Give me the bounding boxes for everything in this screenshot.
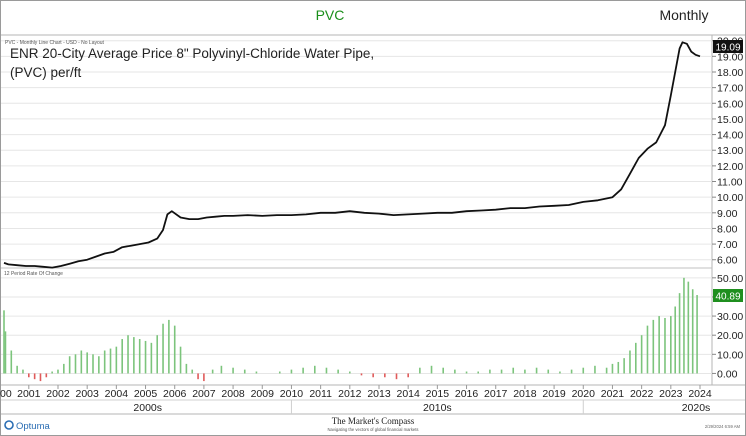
last-roc-badge-bg bbox=[713, 289, 743, 302]
optuma-brand: Optuma bbox=[16, 421, 51, 432]
price-tick-label: 10.00 bbox=[717, 192, 743, 204]
price-chart-title-line-1: ENR 20-City Average Price 8" Polyvinyl-C… bbox=[10, 46, 374, 61]
publisher-name: The Market's Compass bbox=[332, 416, 415, 426]
x-tick-label: 2014 bbox=[396, 388, 420, 400]
price-chart-title-line-2: (PVC) per/ft bbox=[10, 65, 82, 80]
x-tick-label: 2022 bbox=[630, 388, 654, 400]
roc-grid bbox=[1, 277, 712, 374]
optuma-logo: Optuma bbox=[4, 420, 51, 432]
x-tick-label: 2002 bbox=[46, 388, 70, 400]
price-series-line bbox=[3, 41, 701, 269]
price-tick-label: 15.00 bbox=[717, 114, 743, 126]
x-tick-label: 2006 bbox=[163, 388, 187, 400]
x-tick-label: 2010 bbox=[280, 388, 304, 400]
roc-tick-label: 50.00 bbox=[717, 273, 743, 285]
x-tick-label: 2005 bbox=[134, 388, 158, 400]
x-tick-label: 2021 bbox=[601, 388, 625, 400]
price-tick-label: 11.00 bbox=[717, 177, 743, 189]
decade-label: 2020s bbox=[682, 402, 711, 414]
x-tick-label: 2024 bbox=[688, 388, 712, 400]
x-tick-label: 2004 bbox=[105, 388, 129, 400]
decade-label: 2000s bbox=[133, 402, 162, 414]
price-y-axis: 6.00 7.00 8.00 9.00 10.00 11.00 12.00 13.00 14.0… bbox=[712, 36, 743, 267]
roc-title: 12 Period Rate Of Change bbox=[4, 271, 63, 277]
x-tick-label: 2012 bbox=[338, 388, 362, 400]
price-tick-label: 17.00 bbox=[717, 83, 743, 95]
decade-axis: 2000s 2010s 2020s bbox=[133, 400, 710, 414]
chart-descriptor: PVC - Monthly Line Chart - USD - No Layo… bbox=[5, 40, 105, 46]
x-tick-label: 2020 bbox=[572, 388, 596, 400]
x-tick-label: 2018 bbox=[513, 388, 537, 400]
decade-label: 2010s bbox=[423, 402, 452, 414]
price-chart-title: ENR 20-City Average Price 8" Polyvinyl-C… bbox=[10, 46, 378, 80]
x-tick-label: 2007 bbox=[192, 388, 216, 400]
x-axis: 00 2001 2002 2003 2004 2005 2006 2007 2008 2009 20… bbox=[0, 385, 712, 400]
price-tick-label: 8.00 bbox=[717, 223, 738, 235]
x-tick-label: 2009 bbox=[251, 388, 275, 400]
price-tick-label: 9.00 bbox=[717, 208, 738, 220]
price-tick-label: 13.00 bbox=[717, 145, 743, 157]
price-tick-label: 12.00 bbox=[717, 161, 743, 173]
x-tick-label: 2008 bbox=[221, 388, 245, 400]
roc-tick-label: 30.00 bbox=[717, 311, 743, 323]
x-tick-label: 2011 bbox=[309, 388, 332, 400]
x-tick-label: 2015 bbox=[426, 388, 450, 400]
price-grid bbox=[1, 40, 712, 261]
x-tick-label: 2001 bbox=[17, 388, 41, 400]
last-roc-badge: 40.89 bbox=[713, 289, 743, 303]
roc-tick-label: 20.00 bbox=[717, 330, 743, 342]
x-tick-label: 00 bbox=[0, 388, 12, 400]
publisher-tagline: Navigating the vectors of global financi… bbox=[327, 427, 418, 432]
footer-timestamp: 2/29/2024 6:59 AM bbox=[705, 424, 741, 429]
x-tick-label: 2017 bbox=[484, 388, 508, 400]
x-tick-label: 2016 bbox=[455, 388, 479, 400]
symbol-title: PVC bbox=[316, 7, 345, 23]
price-tick-label: 16.00 bbox=[717, 98, 743, 110]
optuma-logo-icon bbox=[4, 420, 14, 430]
price-tick-label: 14.00 bbox=[717, 130, 743, 142]
price-tick-label: 6.00 bbox=[717, 255, 738, 267]
price-tick-label: 7.00 bbox=[717, 239, 738, 251]
x-tick-label: 2019 bbox=[542, 388, 566, 400]
last-price-badge: 19.09 bbox=[713, 40, 743, 54]
price-tick-label: 18.00 bbox=[717, 67, 743, 79]
x-tick-label: 2013 bbox=[367, 388, 391, 400]
roc-bars bbox=[3, 277, 698, 382]
last-price-badge-text: 19.09 bbox=[715, 43, 740, 54]
x-tick-label: 2003 bbox=[75, 388, 99, 400]
interval-label: Monthly bbox=[659, 7, 708, 23]
last-roc-badge-text: 40.89 bbox=[715, 292, 740, 303]
roc-tick-label: 10.00 bbox=[717, 349, 743, 361]
x-tick-label: 2023 bbox=[659, 388, 683, 400]
last-price-badge-bg bbox=[713, 40, 743, 53]
roc-tick-label: 0.00 bbox=[717, 368, 738, 380]
price-tick-label: 19.00 bbox=[717, 51, 743, 63]
